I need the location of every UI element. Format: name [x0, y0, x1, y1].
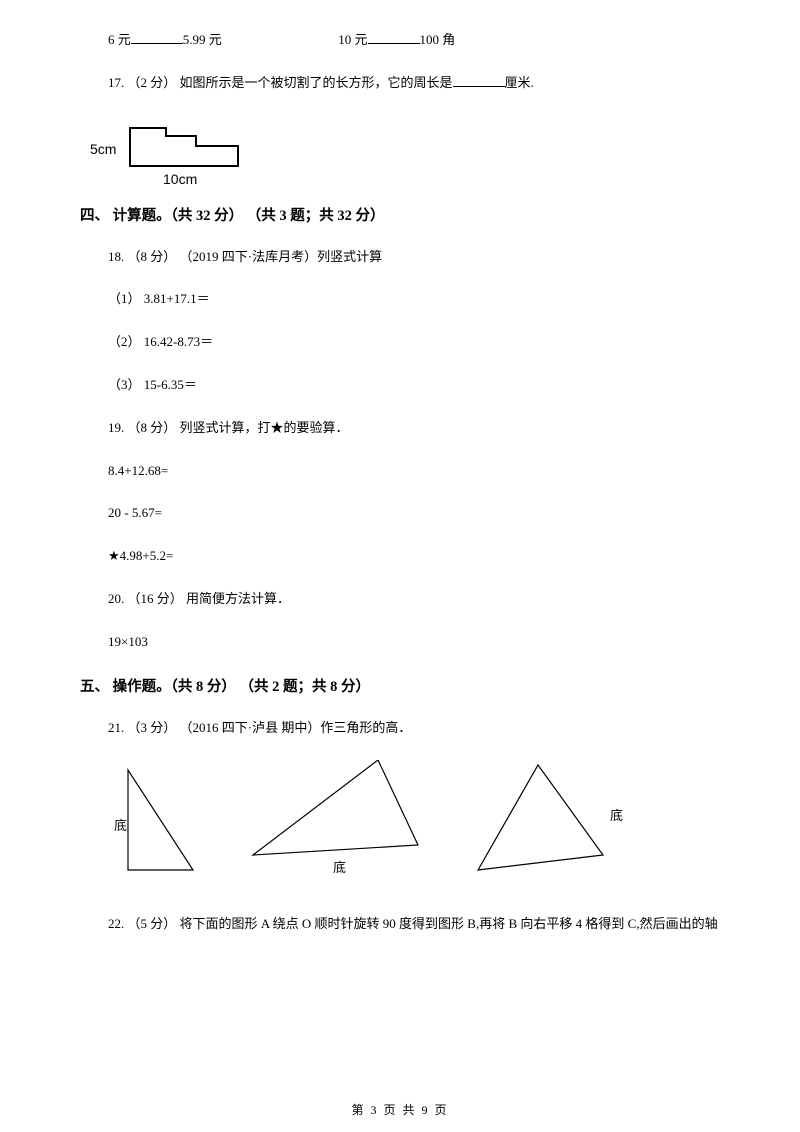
q17-label-bottom: 10cm: [163, 171, 197, 187]
page-footer: 第 3 页 共 9 页: [0, 1101, 800, 1118]
q20-title: 20. （16 分） 用简便方法计算．: [80, 589, 720, 610]
section5-heading: 五、 操作题。（共 8 分） （共 2 题；共 8 分）: [80, 675, 720, 696]
section4-heading: 四、 计算题。（共 32 分） （共 3 题；共 32 分）: [80, 204, 720, 225]
q18-p3: （3） 15-6.35＝: [80, 375, 720, 396]
q16-right-b: 100 角: [420, 32, 456, 47]
q17-figure: 5cm 10cm: [88, 116, 720, 188]
q17-svg: 5cm 10cm: [88, 116, 258, 188]
q19-eq2: 20 - 5.67=: [80, 503, 720, 524]
q21-figure: 底 底 底: [80, 760, 720, 890]
q16-right-a: 10 元: [338, 32, 367, 47]
q18-title: 18. （8 分） （2019 四下·法库月考）列竖式计算: [80, 247, 720, 268]
q16-left-a: 6 元: [108, 32, 131, 47]
triangle-1-label: 底: [114, 818, 127, 833]
q20-eq1: 19×103: [80, 632, 720, 653]
q18-p1: （1） 3.81+17.1＝: [80, 289, 720, 310]
q16-left-b: 5.99 元: [183, 32, 222, 47]
triangle-3-label: 底: [610, 808, 623, 823]
q21-title: 21. （3 分） （2016 四下·泸县 期中）作三角形的高．: [80, 718, 720, 739]
q17-blank: [453, 73, 505, 87]
q16-blank-1: [131, 30, 183, 44]
q21-svg: 底 底 底: [108, 760, 668, 890]
q19-title: 19. （8 分） 列竖式计算，打★的要验算．: [80, 418, 720, 439]
q17-suffix: 厘米.: [505, 75, 534, 90]
triangle-2: [253, 760, 418, 855]
triangle-1: [128, 770, 193, 870]
q17-text: 17. （2 分） 如图所示是一个被切割了的长方形，它的周长是 厘米.: [80, 73, 720, 94]
triangle-2-label: 底: [333, 860, 346, 875]
q19-eq1: 8.4+12.68=: [80, 461, 720, 482]
q19-eq3: ★4.98+5.2=: [80, 546, 720, 567]
q17-prefix: 17. （2 分） 如图所示是一个被切割了的长方形，它的周长是: [108, 75, 453, 90]
triangle-3: [478, 765, 603, 870]
q18-p2: （2） 16.42-8.73＝: [80, 332, 720, 353]
q17-shape: [130, 128, 238, 166]
q16-row: 6 元 5.99 元 10 元 100 角: [80, 30, 720, 51]
q22-text: 22. （5 分） 将下面的图形 A 绕点 O 顺时针旋转 90 度得到图形 B…: [80, 914, 720, 935]
q17-label-left: 5cm: [90, 141, 116, 157]
q16-blank-2: [368, 30, 420, 44]
